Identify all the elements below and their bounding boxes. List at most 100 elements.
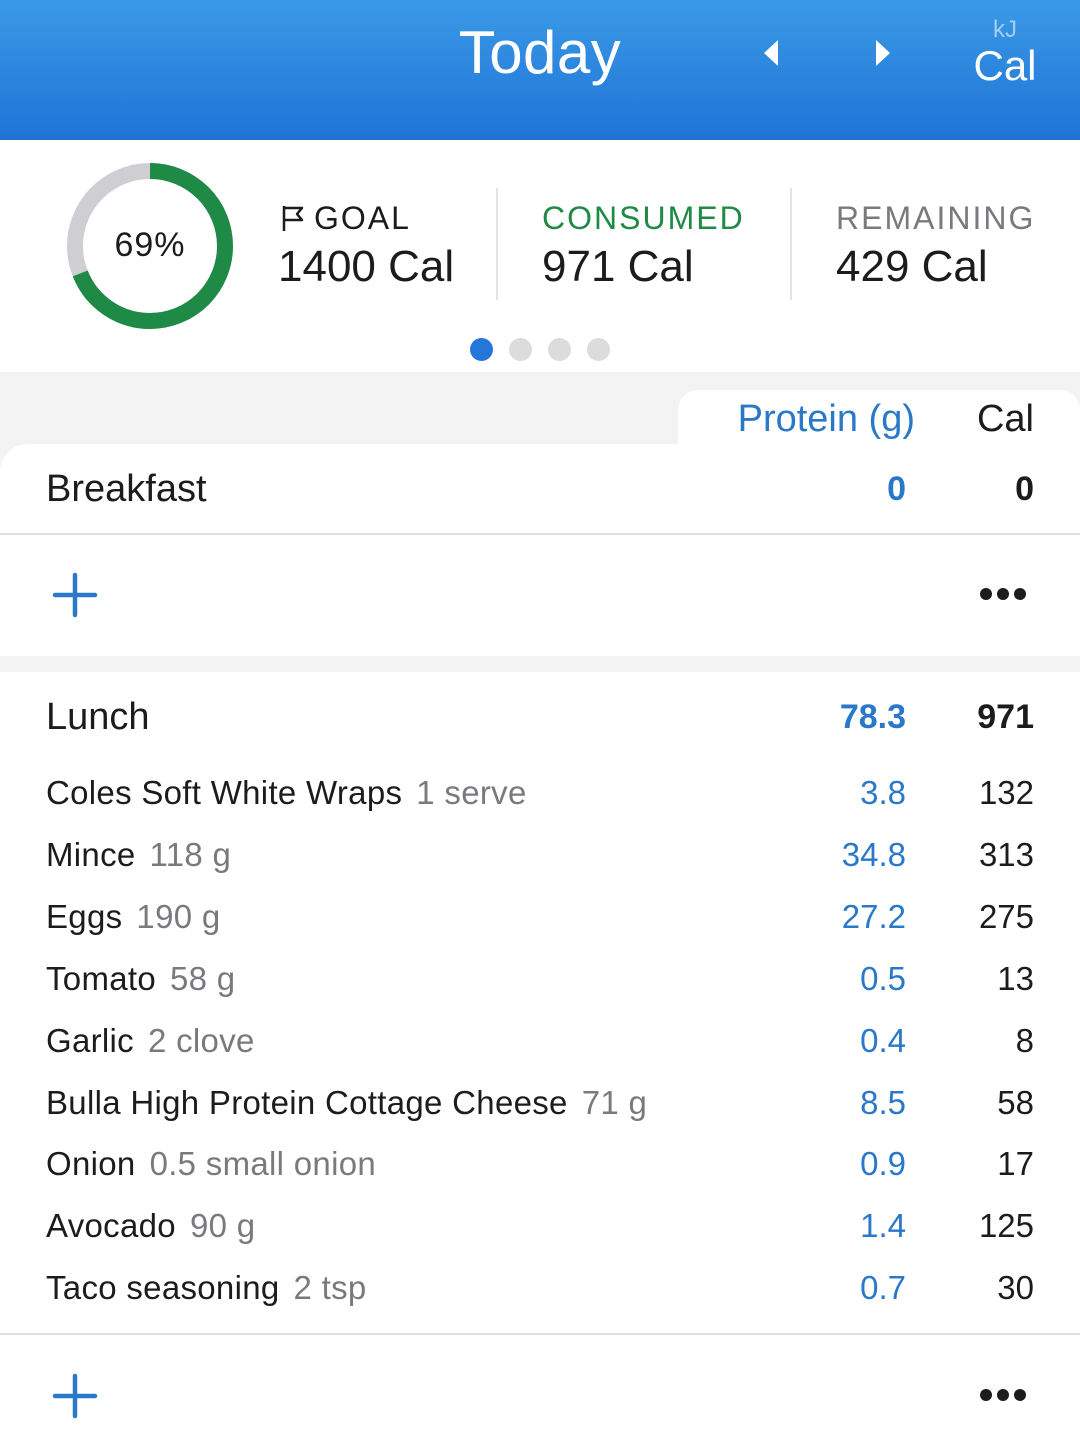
food-row[interactable]: Coles Soft White Wraps 1 serve 3.8 132 xyxy=(0,774,1080,836)
food-row[interactable]: Garlic 2 clove 0.4 8 xyxy=(0,1022,1080,1084)
protein-column-header[interactable]: Protein (g) xyxy=(737,398,915,440)
plus-icon xyxy=(52,1373,98,1419)
food-cal: 30 xyxy=(997,1269,1034,1307)
food-cal: 13 xyxy=(997,959,1034,997)
food-cal: 125 xyxy=(978,1207,1034,1245)
meal-cal-total: 0 xyxy=(1015,470,1034,508)
meal-title[interactable]: Lunch xyxy=(46,696,150,738)
next-day-button[interactable] xyxy=(862,36,902,70)
meal-more-button[interactable] xyxy=(978,1385,1028,1405)
previous-day-button[interactable] xyxy=(752,36,792,70)
food-quantity: 1 serve xyxy=(416,774,527,811)
food-name-cell: Eggs 190 g xyxy=(46,898,221,936)
add-food-button[interactable] xyxy=(52,1373,98,1419)
food-name: Tomato xyxy=(46,959,157,997)
page-indicator[interactable] xyxy=(0,338,1080,361)
meal-title[interactable]: Breakfast xyxy=(46,468,207,510)
flag-icon xyxy=(282,206,304,231)
unit-kj-label: kJ xyxy=(993,16,1017,43)
meal-protein-total: 0 xyxy=(887,470,906,508)
page-dot[interactable] xyxy=(509,338,532,361)
consumed-value: 971 Cal xyxy=(542,242,694,291)
food-quantity: 190 g xyxy=(136,897,221,935)
more-horizontal-icon xyxy=(980,1389,1026,1401)
food-quantity: 71 g xyxy=(581,1083,648,1121)
page-dot[interactable] xyxy=(470,338,493,361)
stat-divider xyxy=(496,188,498,300)
progress-ring: 69% xyxy=(64,160,236,332)
meal-lunch: Lunch 78.3 971 Coles Soft White Wraps 1 s… xyxy=(0,672,1080,1456)
food-protein: 8.5 xyxy=(860,1083,906,1121)
food-row[interactable]: Taco seasoning 2 tsp 0.7 30 xyxy=(0,1269,1080,1331)
progress-ring-arc xyxy=(67,163,233,329)
divider xyxy=(0,533,1080,535)
food-name: Eggs xyxy=(46,897,123,935)
food-cal: 275 xyxy=(978,897,1034,935)
stat-divider xyxy=(790,188,792,300)
food-protein: 27.2 xyxy=(841,897,906,935)
daily-summary[interactable]: 69% GOAL 1400 Cal CONSUMED 971 Cal REMAI… xyxy=(0,140,1080,372)
food-protein: 3.8 xyxy=(860,774,906,811)
plus-icon xyxy=(52,572,98,618)
energy-unit-toggle[interactable]: kJ Cal xyxy=(960,16,1050,96)
consumed-stat: CONSUMED 971 Cal xyxy=(542,198,745,294)
divider xyxy=(0,1333,1080,1335)
food-cal: 17 xyxy=(997,1145,1034,1183)
unit-cal-label: Cal xyxy=(973,42,1037,89)
page-title: Today xyxy=(458,19,622,86)
food-protein: 1.4 xyxy=(860,1207,906,1245)
meal-breakfast: Breakfast 0 0 xyxy=(0,444,1080,656)
food-name: Garlic xyxy=(46,1021,134,1059)
page-dot[interactable] xyxy=(587,338,610,361)
meal-more-button[interactable] xyxy=(978,584,1028,604)
food-protein: 34.8 xyxy=(841,835,906,873)
food-name: Mince xyxy=(46,835,136,873)
food-name-cell: Onion 0.5 small onion xyxy=(46,1145,376,1183)
top-bar: Today kJ Cal xyxy=(0,0,1080,140)
progress-percent: 69% xyxy=(114,226,186,264)
food-name: Bulla High Protein Cottage Cheese xyxy=(46,1083,568,1121)
food-name: Onion xyxy=(46,1145,136,1183)
food-cal: 58 xyxy=(997,1083,1034,1121)
food-name-cell: Tomato 58 g xyxy=(46,960,235,998)
food-protein: 0.5 xyxy=(860,959,906,997)
food-name-cell: Avocado 90 g xyxy=(46,1207,255,1245)
food-protein: 0.4 xyxy=(860,1021,906,1059)
food-row[interactable]: Tomato 58 g 0.5 13 xyxy=(0,960,1080,1022)
food-quantity: 118 g xyxy=(149,835,232,873)
food-quantity: 0.5 small onion xyxy=(149,1145,377,1183)
food-name-cell: Mince 118 g xyxy=(46,836,231,874)
food-quantity: 90 g xyxy=(189,1207,256,1245)
chevron-left-icon xyxy=(764,40,778,66)
remaining-value: 429 Cal xyxy=(836,242,988,291)
goal-label: GOAL xyxy=(314,200,411,236)
food-row[interactable]: Mince 118 g 34.8 313 xyxy=(0,836,1080,898)
remaining-label: REMAINING xyxy=(836,200,1036,236)
goal-value: 1400 Cal xyxy=(278,242,455,291)
food-name-cell: Taco seasoning 2 tsp xyxy=(46,1269,367,1307)
column-header: Protein (g) Cal xyxy=(678,390,1080,450)
consumed-label: CONSUMED xyxy=(542,200,745,236)
food-quantity: 2 clove xyxy=(147,1021,255,1059)
more-horizontal-icon xyxy=(980,588,1026,600)
food-quantity: 58 g xyxy=(170,959,236,997)
meal-protein-total: 78.3 xyxy=(839,698,906,736)
food-quantity: 2 tsp xyxy=(293,1269,367,1307)
food-name-cell: Garlic 2 clove xyxy=(46,1022,255,1060)
goal-stat: GOAL 1400 Cal xyxy=(278,198,454,294)
chevron-right-icon xyxy=(876,40,890,66)
food-row[interactable]: Eggs 190 g 27.2 275 xyxy=(0,898,1080,960)
food-row[interactable]: Avocado 90 g 1.4 125 xyxy=(0,1207,1080,1269)
page-dot[interactable] xyxy=(548,338,571,361)
remaining-stat: REMAINING 429 Cal xyxy=(836,198,1035,294)
food-cal: 313 xyxy=(978,835,1034,873)
food-row[interactable]: Bulla High Protein Cottage Cheese 71 g 8.5… xyxy=(0,1084,1080,1146)
food-row[interactable]: Onion 0.5 small onion 0.9 17 xyxy=(0,1145,1080,1207)
food-cal: 8 xyxy=(1015,1021,1034,1059)
food-protein: 0.7 xyxy=(860,1269,906,1307)
cal-column-header[interactable]: Cal xyxy=(976,398,1034,440)
food-name: Taco seasoning xyxy=(46,1269,280,1307)
add-food-button[interactable] xyxy=(52,572,98,618)
meal-cal-total: 971 xyxy=(977,698,1034,736)
food-name-cell: Coles Soft White Wraps 1 serve xyxy=(46,774,527,812)
